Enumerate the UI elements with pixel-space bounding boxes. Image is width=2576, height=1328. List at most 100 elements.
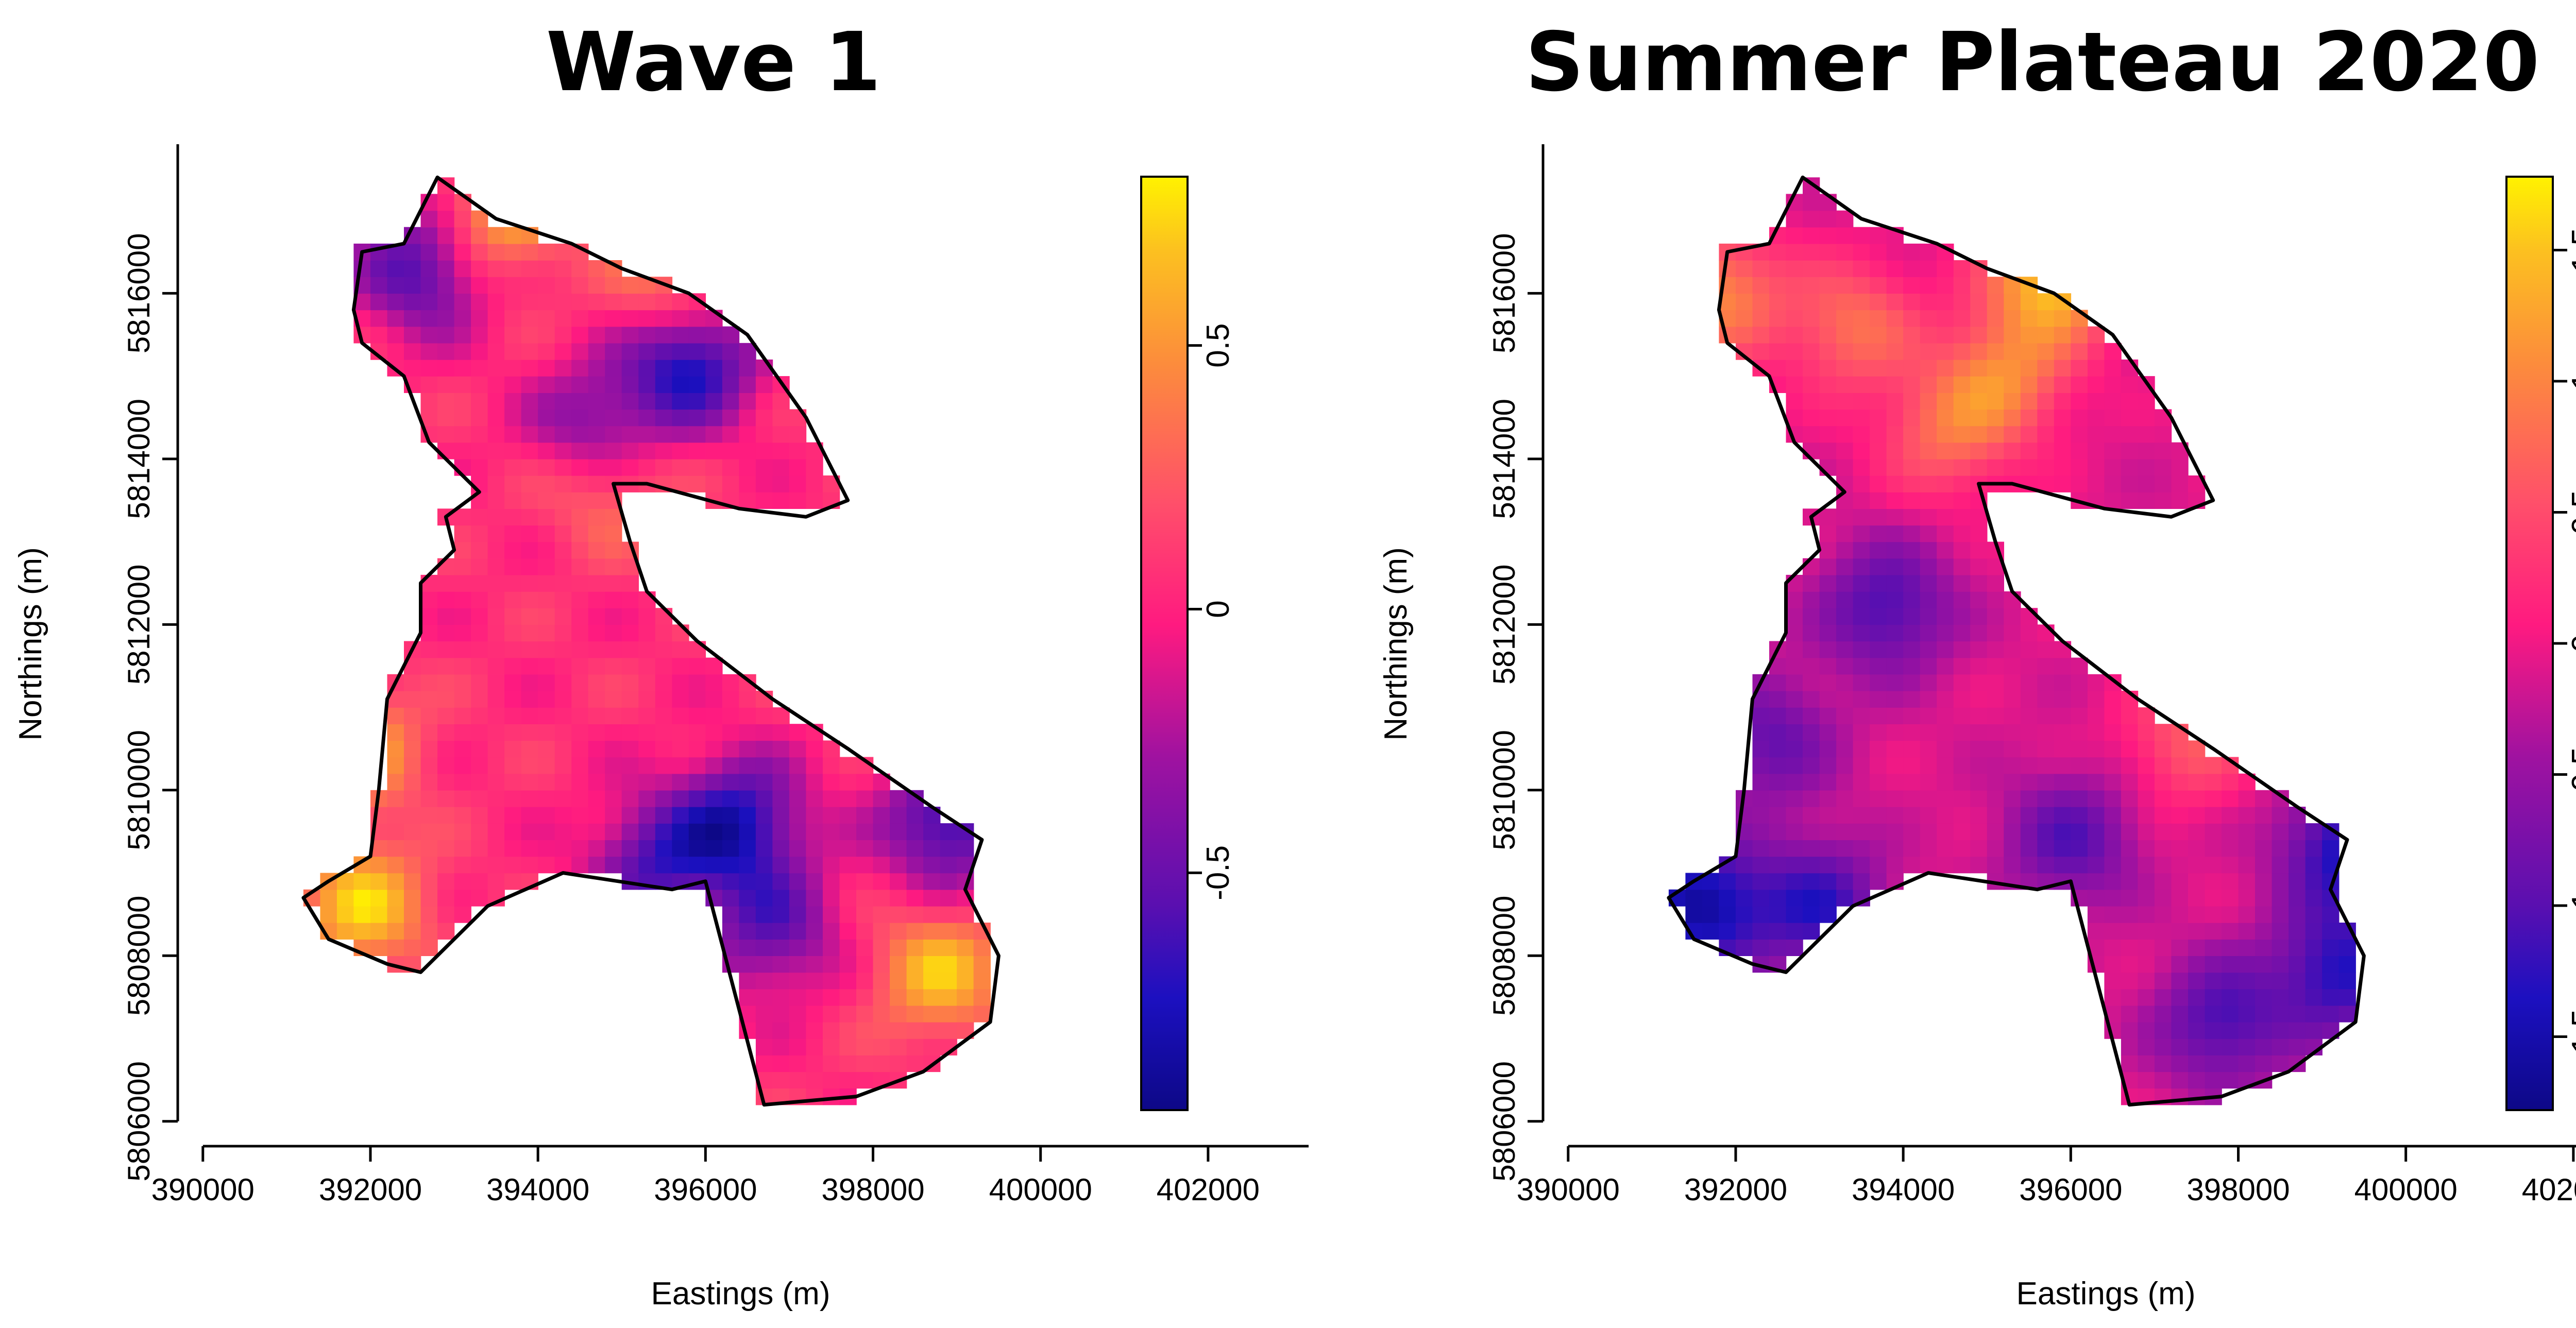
heatmap-cell — [353, 889, 371, 907]
heatmap-cell — [504, 409, 522, 427]
heatmap-cell — [554, 591, 572, 608]
heatmap-cell — [890, 1055, 907, 1072]
heatmap-cell — [605, 740, 622, 758]
heatmap-cell — [2071, 425, 2088, 443]
heatmap-cell — [2004, 790, 2021, 807]
heatmap-cell — [1886, 343, 1904, 360]
heatmap-cell — [2171, 492, 2189, 509]
heatmap-cell — [2255, 873, 2273, 890]
heatmap-cell — [1853, 574, 1870, 592]
heatmap-cell — [605, 641, 622, 658]
heatmap-cell — [571, 807, 589, 824]
heatmap-cell — [1987, 856, 2004, 874]
heatmap-cell — [2238, 906, 2256, 923]
heatmap-cell — [504, 674, 522, 691]
heatmap-cell — [772, 989, 790, 1006]
heatmap-cell — [1937, 525, 1954, 542]
heatmap-cell — [806, 807, 823, 824]
heatmap-cell — [2238, 807, 2256, 824]
heatmap-cell — [1719, 923, 1736, 940]
heatmap-cell — [722, 343, 740, 360]
heatmap-cell — [772, 889, 790, 907]
heatmap-cell — [554, 525, 572, 542]
heatmap-cell — [1736, 939, 1753, 956]
heatmap-cell — [1836, 310, 1854, 327]
heatmap-cell — [755, 1021, 773, 1039]
heatmap-cell — [504, 293, 522, 311]
heatmap-cell — [1819, 409, 1837, 427]
heatmap-cell — [437, 873, 455, 890]
heatmap-cell — [755, 1005, 773, 1023]
heatmap-cell — [471, 773, 488, 791]
heatmap-cell — [487, 707, 505, 724]
heatmap-cell — [2020, 310, 2038, 327]
heatmap-cell — [2004, 425, 2021, 443]
heatmap-cell — [2238, 1005, 2256, 1023]
heatmap-cell — [2188, 1005, 2206, 1023]
heatmap-cell — [1987, 823, 2004, 840]
heatmap-cell — [1803, 856, 1820, 874]
heatmap-cell — [1853, 790, 1870, 807]
heatmap-cell — [571, 773, 589, 791]
heatmap-cell — [521, 690, 538, 708]
heatmap-cell — [554, 657, 572, 675]
heatmap-cell — [554, 310, 572, 327]
heatmap-cell — [2037, 674, 2055, 691]
heatmap-cell — [873, 956, 890, 973]
heatmap-cell — [739, 425, 756, 443]
heatmap-cell — [1803, 260, 1820, 277]
heatmap-cell — [873, 889, 890, 907]
heatmap-cell — [2222, 1005, 2239, 1023]
heatmap-cell — [2138, 923, 2155, 940]
heatmap-cell — [1853, 310, 1870, 327]
heatmap-cell — [789, 906, 807, 923]
heatmap-cells — [303, 177, 991, 1105]
heatmap-cell — [856, 807, 874, 824]
heatmap-cell — [2121, 425, 2139, 443]
heatmap-cell — [2020, 690, 2038, 708]
heatmap-cell — [2121, 856, 2139, 874]
heatmap-cell — [454, 243, 471, 261]
heatmap-cell — [588, 707, 605, 724]
heatmap-cell — [1786, 210, 1803, 228]
heatmap-cell — [1769, 277, 1787, 294]
heatmap-cell — [2305, 1021, 2323, 1039]
heatmap-cell — [705, 326, 723, 344]
heatmap-cell — [588, 425, 605, 443]
heatmap-cell — [1920, 409, 1937, 427]
heatmap-cell — [1870, 243, 1887, 261]
heatmap-cell — [554, 823, 572, 840]
heatmap-cell — [487, 674, 505, 691]
heatmap-cell — [2138, 1071, 2155, 1089]
heatmap-cell — [890, 956, 907, 973]
heatmap-cell — [722, 856, 740, 874]
heatmap-cell — [2004, 657, 2021, 675]
heatmap-cell — [571, 840, 589, 857]
heatmap-cell — [2255, 807, 2273, 824]
colorbar: -0.500.5 — [1140, 176, 1236, 1111]
heatmap-cell — [1836, 343, 1854, 360]
heatmap-cell — [2289, 989, 2306, 1006]
heatmap-cell — [1937, 393, 1954, 410]
heatmap-cell — [2238, 1038, 2256, 1055]
heatmap-cell — [2305, 856, 2323, 874]
heatmap-cell — [755, 939, 773, 956]
heatmap-cell — [420, 260, 438, 277]
heatmap-cell — [1786, 889, 1803, 907]
heatmap-cell — [437, 442, 455, 459]
heatmap-cell — [2087, 458, 2105, 476]
heatmap-cell — [554, 293, 572, 311]
heatmap-cell — [672, 376, 689, 393]
heatmap-cell — [420, 906, 438, 923]
heatmap-cell — [454, 608, 471, 625]
heatmap-cell — [387, 724, 404, 741]
heatmap-cell — [2154, 906, 2172, 923]
heatmap-cell — [772, 475, 790, 492]
heatmap-cell — [2171, 1071, 2189, 1089]
heatmap-cell — [1752, 906, 1770, 923]
heatmap-cell — [1886, 425, 1904, 443]
heatmap-cell — [387, 740, 404, 758]
heatmap-cell — [621, 641, 639, 658]
x-axis-label: Eastings (m) — [2016, 1276, 2196, 1312]
heatmap-cell — [1819, 359, 1837, 377]
